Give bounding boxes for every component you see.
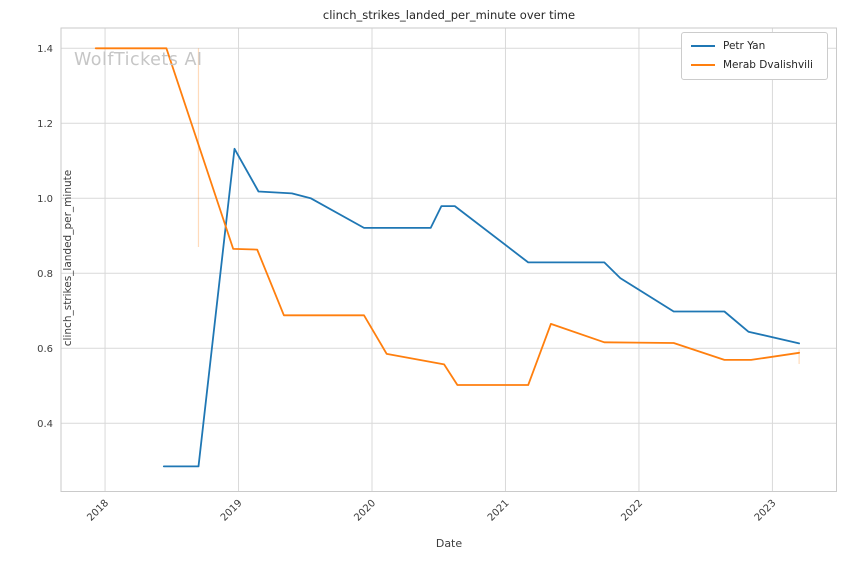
- y-tick-label: 1.0: [37, 194, 53, 205]
- y-tick-label: 1.4: [37, 44, 53, 55]
- y-tick-label: 0.8: [37, 269, 53, 280]
- legend: Petr Yan Merab Dvalishvili: [681, 32, 828, 80]
- x-axis-label: Date: [435, 537, 463, 550]
- series-line-merab-dvalishvili: [94, 47, 800, 386]
- x-tick-label: 2021: [486, 498, 512, 524]
- y-tick-label: 0.4: [37, 419, 53, 430]
- x-tick-label: 2022: [619, 498, 645, 524]
- legend-item-merab-dvalishvili: Merab Dvalishvili: [691, 58, 818, 72]
- x-tick-label: 2020: [352, 498, 378, 524]
- series-line-petr-yan: [162, 147, 800, 468]
- y-axis-label: clinch_strikes_landed_per_minute: [62, 169, 74, 347]
- legend-line-sample-icon: [691, 64, 715, 66]
- x-tick-label: 2023: [753, 498, 779, 524]
- chart-title: clinch_strikes_landed_per_minute over ti…: [322, 8, 576, 22]
- legend-line-sample-icon: [691, 45, 715, 47]
- plot-border: [60, 27, 837, 492]
- x-tick-label: 2019: [219, 498, 245, 524]
- legend-item-petr-yan: Petr Yan: [691, 39, 818, 53]
- y-tick-label: 0.6: [37, 344, 53, 355]
- y-tick-label: 1.2: [37, 119, 53, 130]
- watermark: WolfTickets AI: [74, 50, 203, 70]
- legend-label: Petr Yan: [723, 40, 766, 52]
- x-tick-label: 2018: [85, 498, 111, 524]
- legend-label: Merab Dvalishvili: [723, 59, 813, 71]
